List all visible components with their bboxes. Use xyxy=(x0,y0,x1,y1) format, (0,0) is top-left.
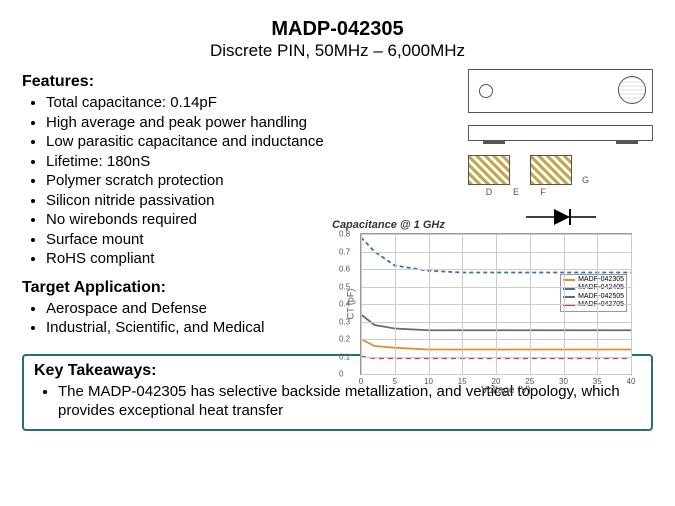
feature-item: High average and peak power handling xyxy=(46,113,332,133)
package-side-view xyxy=(468,125,653,141)
part-description: Discrete PIN, 50MHz – 6,000MHz xyxy=(22,41,653,61)
feature-item: RoHS compliant xyxy=(46,249,332,269)
feature-item: Surface mount xyxy=(46,230,332,250)
package-bottom-pads: G xyxy=(468,155,653,185)
pad-left xyxy=(468,155,510,185)
feature-item: Lifetime: 180nS xyxy=(46,152,332,172)
feature-item: Total capacitance: 0.14pF xyxy=(46,93,332,113)
features-heading: Features: xyxy=(22,73,332,91)
feature-item: Polymer scratch protection xyxy=(46,171,332,191)
feature-item: Low parasitic capacitance and inductance xyxy=(46,132,332,152)
target-app-list: Aerospace and Defense Industrial, Scient… xyxy=(22,299,332,338)
bottom-dim-labels: D E F xyxy=(468,187,653,197)
chart-legend: MADP-042305MADP-042405MADP-042505MADP-04… xyxy=(560,274,627,312)
target-app-heading: Target Application: xyxy=(22,279,332,297)
package-drawing: G D E F xyxy=(468,69,653,234)
target-app-item: Aerospace and Defense xyxy=(46,299,332,319)
feature-item: No wirebonds required xyxy=(46,210,332,230)
package-top-view xyxy=(468,69,653,113)
pad-right xyxy=(530,155,572,185)
dim-g-label: G xyxy=(582,175,589,185)
capacitance-chart: Capacitance @ 1 GHz CT (pF) MADP-042305M… xyxy=(332,219,652,396)
feature-item: Silicon nitride passivation xyxy=(46,191,332,211)
chart-plot-area: CT (pF) MADP-042305MADP-042405MADP-04250… xyxy=(360,233,632,375)
chart-x-label: Voltage (V) xyxy=(360,385,652,396)
target-app-item: Industrial, Scientific, and Medical xyxy=(46,318,332,338)
part-number-title: MADP-042305 xyxy=(22,18,653,41)
features-list: Total capacitance: 0.14pF High average a… xyxy=(22,93,332,269)
chart-title: Capacitance @ 1 GHz xyxy=(332,219,652,231)
